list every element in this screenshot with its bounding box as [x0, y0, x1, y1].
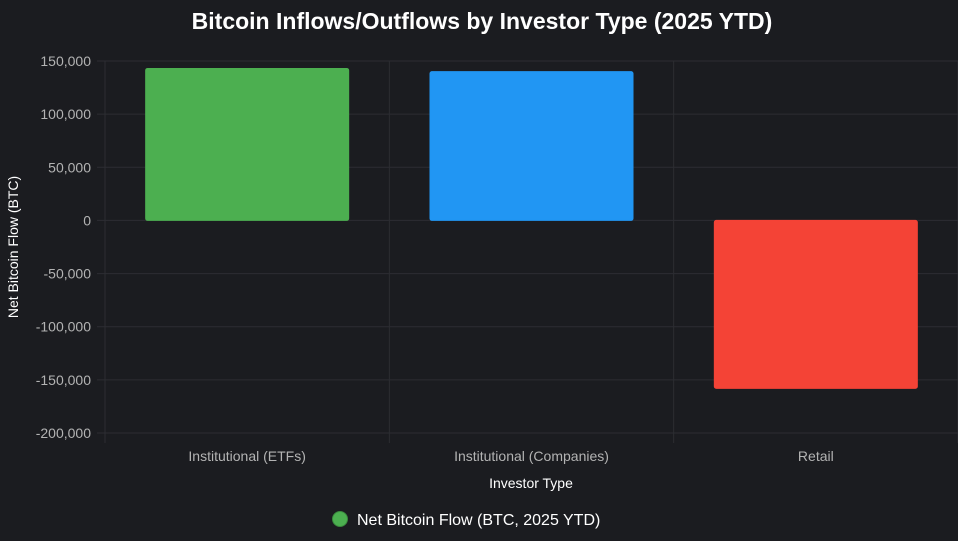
x-tick-label: Institutional (ETFs): [188, 448, 305, 464]
y-tick-label: -50,000: [44, 266, 92, 282]
bar-institutional-etfs[interactable]: [145, 67, 350, 221]
y-tick-label: 0: [83, 212, 91, 228]
y-tick-label: 100,000: [40, 106, 91, 122]
legend-label: Net Bitcoin Flow (BTC, 2025 YTD): [357, 512, 600, 529]
y-tick-label: -200,000: [36, 425, 91, 441]
x-axis-title: Investor Type: [489, 475, 573, 491]
y-axis-title: Net Bitcoin Flow (BTC): [5, 176, 21, 318]
bar-institutional-companies[interactable]: [429, 71, 634, 221]
bar-retail[interactable]: [713, 219, 918, 389]
y-tick-label: -150,000: [36, 372, 91, 388]
x-tick-label: Retail: [798, 448, 834, 464]
x-axis-ticks: Institutional (ETFs) Institutional (Compa…: [188, 448, 833, 464]
legend-swatch: [332, 511, 348, 527]
y-axis-ticks: 150,000 100,000 50,000 0 -50,000 -100,000 -150…: [36, 53, 91, 441]
chart-title: Bitcoin Inflows/Outflows by Investor Typ…: [192, 8, 773, 34]
y-tick-label: 150,000: [40, 53, 91, 69]
legend[interactable]: Net Bitcoin Flow (BTC, 2025 YTD): [332, 511, 601, 530]
y-tick-label: -100,000: [36, 319, 91, 335]
bars: [145, 67, 918, 389]
y-tick-label: 50,000: [48, 159, 91, 175]
x-tick-label: Institutional (Companies): [454, 448, 609, 464]
